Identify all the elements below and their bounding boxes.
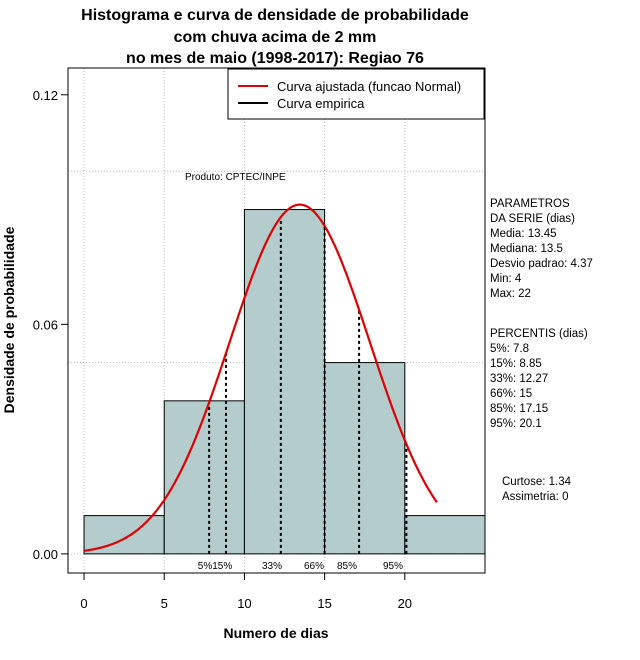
percentis-line: 15%: 8.85 <box>490 358 542 370</box>
percentis-line: PERCENTIS (dias) <box>490 328 588 340</box>
legend-label: Curva empirica <box>277 96 365 111</box>
histogram-bar <box>243 209 326 555</box>
y-tick-label: 0.00 <box>33 547 58 562</box>
percentis-line: 85%: 17.15 <box>490 403 548 415</box>
axes: 0 5 10 15 20 0.00 0.06 0.12 Numero de dias Densid… <box>1 67 486 641</box>
stats-line: Curtose: 1.34 <box>502 476 572 488</box>
legend: Curva ajustada (funcao Normal) Curva empi… <box>227 68 485 120</box>
x-tick-label: 10 <box>237 596 251 611</box>
parametros-line: Media: 13.45 <box>490 228 557 240</box>
percentile-label: 33% <box>262 561 282 572</box>
percentile-label: 95% <box>383 561 403 572</box>
x-tick-label: 0 <box>80 596 87 611</box>
x-tick-label: 5 <box>161 596 168 611</box>
normal-curve <box>83 203 438 552</box>
normal-curve-line <box>83 203 438 552</box>
legend-label: Curva ajustada (funcao Normal) <box>277 79 461 94</box>
percentile-lines: 5%15% 33% 66% 85% 95% <box>198 217 408 572</box>
histogram-bar <box>324 362 406 555</box>
parametros-line: DA SERIE (dias) <box>490 213 575 225</box>
x-tick-label: 15 <box>317 596 331 611</box>
title-line-2: com chuva acima de 2 mm <box>174 29 377 46</box>
percentis-line: 95%: 20.1 <box>490 418 542 430</box>
y-tick-label: 0.06 <box>33 317 58 332</box>
y-tick-label: 0.12 <box>33 88 58 103</box>
percentis-line: 5%: 7.8 <box>490 343 529 355</box>
chart-title: Histograma e curva de densidade de proba… <box>81 7 469 67</box>
parametros-line: Desvio padrao: 4.37 <box>490 258 593 270</box>
histogram-bars <box>83 209 486 555</box>
percentile-label: 5%15% <box>198 561 233 572</box>
stats-line: Assimetria: 0 <box>502 491 568 503</box>
parametros-line: PARAMETROS <box>490 198 570 210</box>
title-line-3: no mes de maio (1998-2017): Regiao 76 <box>126 50 424 67</box>
percentis-line: 33%: 12.27 <box>490 373 548 385</box>
side-panel: PARAMETROS DA SERIE (dias) Media: 13.45 M… <box>490 198 593 503</box>
product-note: Produto: CPTEC/INPE <box>185 172 286 183</box>
title-line-1: Histograma e curva de densidade de proba… <box>81 7 469 24</box>
parametros-line: Mediana: 13.5 <box>490 243 563 255</box>
parametros-line: Min: 4 <box>490 273 522 285</box>
percentile-label: 85% <box>337 561 357 572</box>
percentis-line: 66%: 15 <box>490 388 532 400</box>
y-axis-title: Densidade de probabilidade <box>1 226 17 413</box>
parametros-line: Max: 22 <box>490 288 531 300</box>
legend-box <box>227 68 485 120</box>
x-axis-title: Numero de dias <box>223 625 328 641</box>
histogram-bar <box>404 515 486 555</box>
x-tick-label: 20 <box>398 596 412 611</box>
histogram-bar <box>163 400 245 555</box>
percentile-label: 66% <box>304 561 324 572</box>
